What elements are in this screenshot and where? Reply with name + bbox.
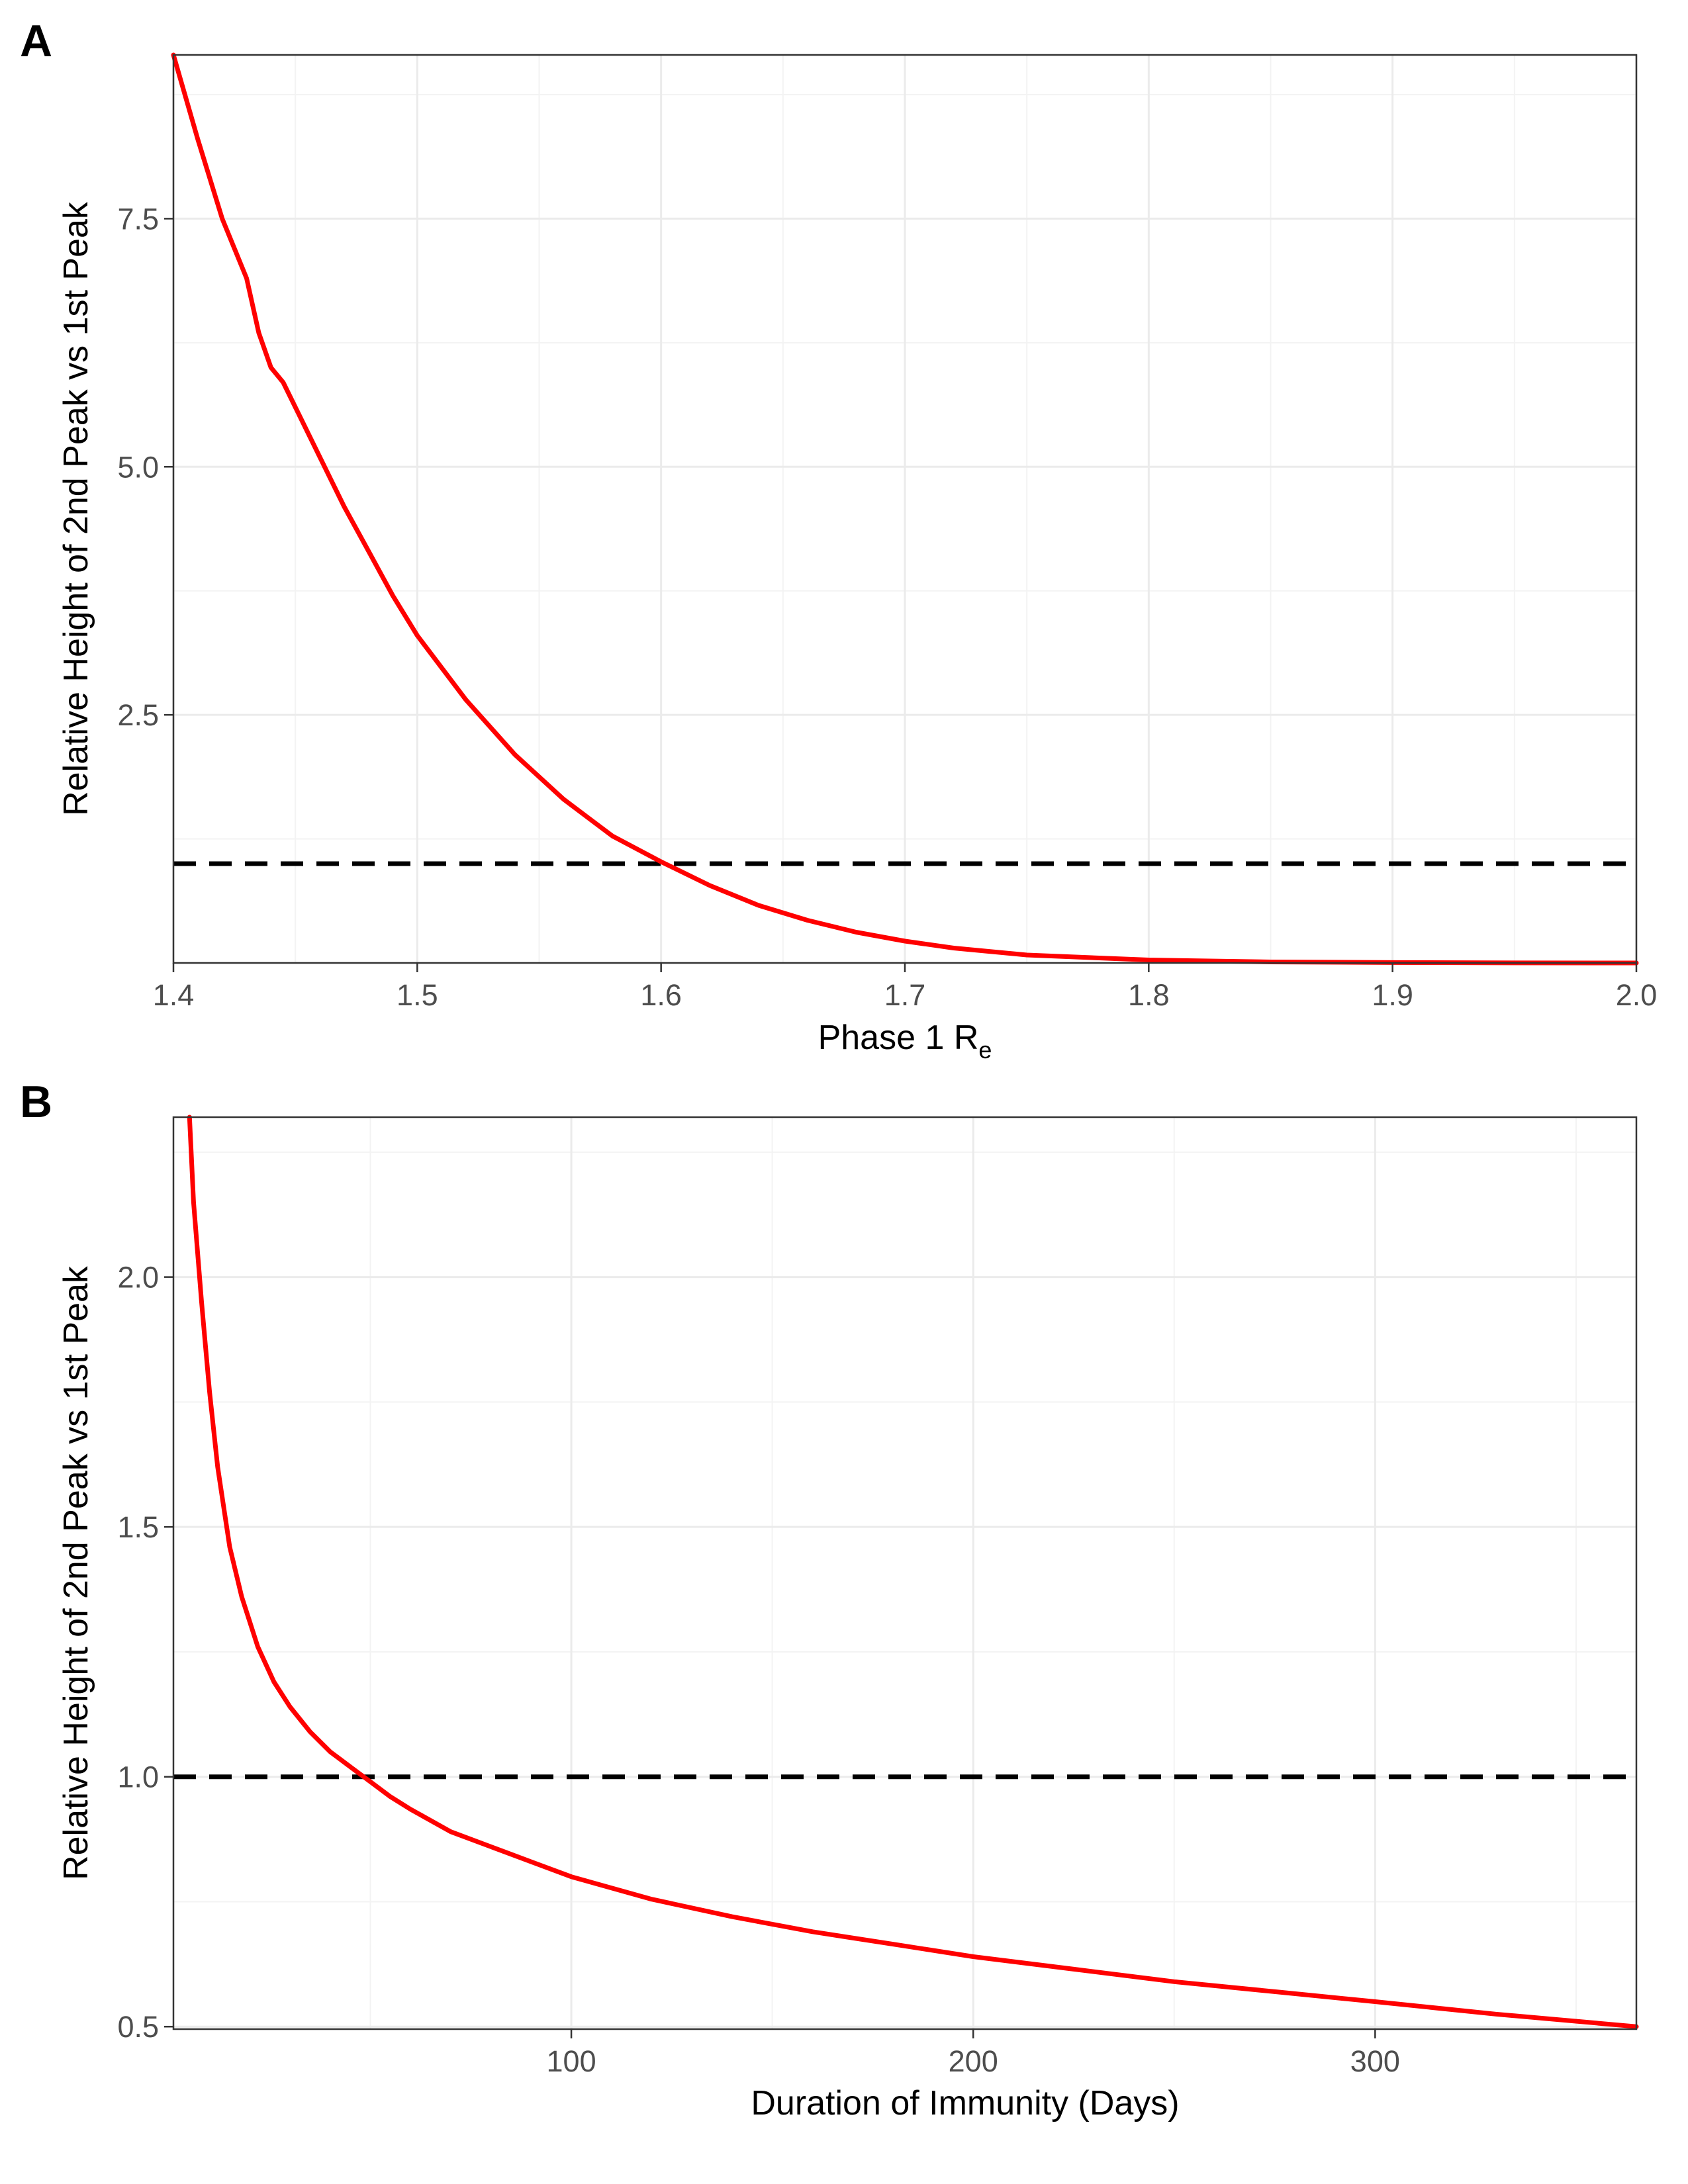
panel-b-grid-minor <box>173 1117 1636 2029</box>
panel-b-y-tick-label-0: 0.5 <box>117 2010 159 2044</box>
panel-a-letter: A <box>20 16 52 66</box>
panel-b-letter: B <box>20 1077 52 1127</box>
panel-a-grid-major <box>172 55 1638 963</box>
panel-a-x-tick-label-4: 1.8 <box>1128 978 1170 1012</box>
panel-a-x-ticks: 1.4 1.5 1.6 1.7 1.8 1.9 2.0 <box>153 963 1658 1012</box>
panel-b-y-axis-title: Relative Height of 2nd Peak vs 1st Peak <box>57 1265 95 1880</box>
panel-b-series-group <box>187 1115 1639 2029</box>
panel-b-y-tick-label-1: 1.0 <box>117 1760 159 1794</box>
panel-b-x-axis-title: Duration of Immunity (Days) <box>751 2084 1179 2122</box>
panel-a-x-axis-title-main: Phase 1 R <box>818 1019 979 1057</box>
panel-a-series-line-0 <box>171 52 1639 966</box>
panel-a-y-tick-label-2: 7.5 <box>117 202 159 236</box>
panel-b-x-tick-label-1: 200 <box>949 2044 998 2078</box>
panel-b-border <box>172 1116 1638 2030</box>
panel-a-x-tick-label-1: 1.5 <box>397 978 438 1012</box>
panel-b-y-ticks: 0.5 1.0 1.5 2.0 <box>117 1261 173 2044</box>
panel-a-x-tick-label-0: 1.4 <box>153 978 195 1012</box>
panel-a-x-axis-title: Phase 1 Re <box>818 1019 992 1064</box>
panel-b-grid-major <box>173 1117 1636 2029</box>
panel-a-y-ticks: 2.5 5.0 7.5 <box>117 202 173 732</box>
panel-a-x-axis-title-subscript: e <box>978 1036 992 1064</box>
panel-b-y-tick-label-3: 2.0 <box>117 1261 159 1295</box>
panel-a-series-group <box>171 52 1639 966</box>
panel-a-x-tick-label-5: 1.9 <box>1372 978 1413 1012</box>
panel-a-y-axis-title: Relative Height of 2nd Peak vs 1st Peak <box>57 201 95 816</box>
panel-a-x-tick-label-2: 1.6 <box>640 978 682 1012</box>
panel-a-y-tick-label-1: 5.0 <box>117 450 159 484</box>
panel-a: A 1.4 1.5 1.6 1.7 1.8 1.9 2.0 2.5 5.0 7.5 Phase … <box>20 16 1657 1064</box>
panel-a-x-tick-label-6: 2.0 <box>1616 978 1658 1012</box>
panel-b-x-tick-label-2: 300 <box>1350 2044 1400 2078</box>
panel-b-x-ticks: 100 200 300 <box>547 2029 1400 2078</box>
panel-a-y-tick-label-0: 2.5 <box>117 698 159 732</box>
panel-b-y-tick-label-2: 1.5 <box>117 1510 159 1544</box>
panel-b-x-tick-label-0: 100 <box>547 2044 596 2078</box>
panel-a-x-tick-label-3: 1.7 <box>884 978 926 1012</box>
panel-b-series-line-0 <box>187 1115 1639 2029</box>
panel-b: B 100 200 300 0.5 1.0 1.5 2.0 Duration of Imm… <box>20 1077 1639 2122</box>
